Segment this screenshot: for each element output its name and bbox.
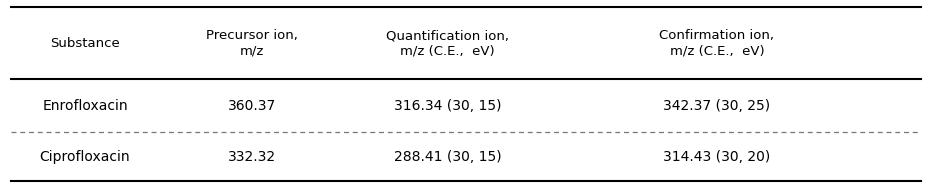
Text: 314.43 (30, 20): 314.43 (30, 20) [664, 149, 771, 164]
Text: Ciprofloxacin: Ciprofloxacin [40, 149, 130, 164]
Text: Precursor ion,
m/z: Precursor ion, m/z [206, 29, 298, 57]
Text: 332.32: 332.32 [228, 149, 277, 164]
Text: Enrofloxacin: Enrofloxacin [42, 99, 128, 113]
Text: Substance: Substance [50, 36, 120, 50]
Text: Confirmation ion,
m/z (C.E.,  eV): Confirmation ion, m/z (C.E., eV) [660, 29, 774, 57]
Text: 360.37: 360.37 [228, 99, 277, 113]
Text: 316.34 (30, 15): 316.34 (30, 15) [393, 99, 501, 113]
Text: Quantification ion,
m/z (C.E.,  eV): Quantification ion, m/z (C.E., eV) [386, 29, 509, 57]
Text: 288.41 (30, 15): 288.41 (30, 15) [393, 149, 501, 164]
Text: 342.37 (30, 25): 342.37 (30, 25) [664, 99, 771, 113]
